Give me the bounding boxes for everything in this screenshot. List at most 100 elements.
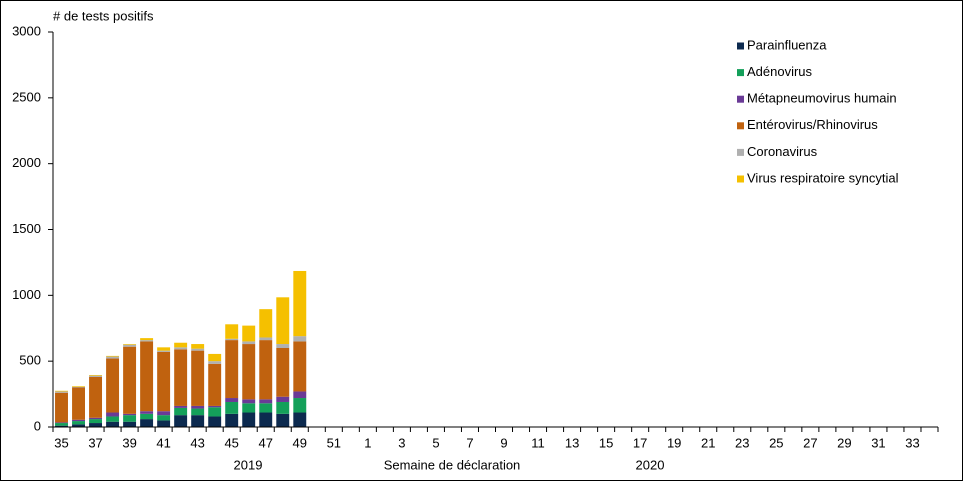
x-tick-label: 37 xyxy=(88,435,102,450)
x-tick-label: 51 xyxy=(327,435,341,450)
bar-segment xyxy=(140,411,154,414)
legend-label: Coronavirus xyxy=(747,144,818,159)
bar-segment xyxy=(140,338,154,341)
bar-segment xyxy=(225,324,239,339)
bar-segment xyxy=(157,350,171,352)
x-tick-label: 27 xyxy=(803,435,817,450)
bar-segment xyxy=(276,348,290,397)
x-tick-label: 15 xyxy=(599,435,613,450)
bar-segment xyxy=(259,399,273,404)
bar-segment xyxy=(242,399,256,404)
bar-segment xyxy=(106,356,120,359)
bar-segment xyxy=(55,390,68,392)
bar-segment xyxy=(72,419,85,422)
bar-segment xyxy=(72,424,85,427)
bar-segment xyxy=(72,387,85,420)
legend-swatch xyxy=(737,122,744,130)
bar-segment xyxy=(191,344,205,349)
bar-segment xyxy=(174,405,188,408)
bar-segment xyxy=(225,401,239,414)
x-tick-label: 41 xyxy=(156,435,170,450)
bar-segment xyxy=(123,413,137,416)
y-axis-label: # de tests positifs xyxy=(53,8,154,23)
x-tick-label: 33 xyxy=(905,435,919,450)
bar-segment xyxy=(208,405,222,408)
bar-segment xyxy=(123,344,137,345)
legend-label: Adénovirus xyxy=(747,64,813,79)
bar-segment xyxy=(140,419,154,427)
x-tick-label: 19 xyxy=(667,435,681,450)
x-tick-label: 31 xyxy=(871,435,885,450)
bar-segment xyxy=(174,407,188,416)
bar-segment xyxy=(140,341,154,412)
bar-segment xyxy=(191,350,205,406)
bar-segment xyxy=(157,415,171,421)
bar-segment xyxy=(276,344,290,348)
x-tick-label: 49 xyxy=(293,435,307,450)
bar-segment xyxy=(157,411,171,416)
y-tick-label: 2000 xyxy=(12,155,41,170)
bar-segment xyxy=(106,416,120,422)
bar-segment xyxy=(293,336,307,342)
legend-label: Entérovirus/Rhinovirus xyxy=(747,117,878,132)
bar-segment xyxy=(55,425,68,427)
y-tick-label: 1500 xyxy=(12,221,41,236)
bar-segment xyxy=(55,422,68,424)
legend-swatch xyxy=(737,95,744,103)
bar-segment xyxy=(276,401,290,414)
bar-segment xyxy=(293,341,307,392)
legend-swatch xyxy=(737,42,744,50)
bar-segment xyxy=(140,413,154,420)
bar-segment xyxy=(157,420,171,427)
bar-segment xyxy=(191,408,205,416)
x-axis-label: Semaine de déclaration xyxy=(384,457,521,472)
bar-segment xyxy=(191,348,205,351)
bar-segment xyxy=(106,421,120,427)
x-tick-label: 35 xyxy=(54,435,68,450)
bar-segment xyxy=(259,412,273,427)
x-tick-label: 17 xyxy=(633,435,647,450)
bar-segment xyxy=(208,363,222,406)
bar-segment xyxy=(225,338,239,341)
bar-segment xyxy=(55,392,68,423)
bar-segment xyxy=(157,347,171,351)
bar-segment xyxy=(123,415,137,422)
bar-segment xyxy=(293,391,307,399)
x-tick-label: 3 xyxy=(398,435,405,450)
x-tick-label: 11 xyxy=(531,435,545,450)
bar-segment xyxy=(259,309,273,338)
bar-segment xyxy=(89,375,103,377)
bar-segment xyxy=(208,407,222,417)
bar-segment xyxy=(89,419,103,424)
bar-segment xyxy=(293,398,307,413)
bar-segment xyxy=(174,347,188,350)
year-label: 2020 xyxy=(636,457,665,472)
legend-label: Métapneumovirus humain xyxy=(747,91,897,106)
bar-segment xyxy=(174,342,188,348)
x-tick-label: 9 xyxy=(500,435,507,450)
bar-segment xyxy=(259,403,273,413)
bar-segment xyxy=(55,391,68,393)
bar-segment xyxy=(276,413,290,427)
x-tick-label: 21 xyxy=(701,435,715,450)
legend-label: Virus respiratoire syncytial xyxy=(747,170,899,185)
x-tick-label: 5 xyxy=(432,435,439,450)
bar-segment xyxy=(174,415,188,427)
bar-segment xyxy=(106,358,120,413)
bar-segment xyxy=(259,340,273,400)
y-tick-label: 0 xyxy=(34,418,41,433)
legend-swatch xyxy=(737,148,744,156)
x-tick-label: 1 xyxy=(364,435,371,450)
bar-segment xyxy=(191,405,205,409)
bar-segment xyxy=(242,344,256,400)
bar-segment xyxy=(89,374,103,376)
bar-segment xyxy=(106,355,120,357)
bar-segment xyxy=(259,337,273,341)
bar-segment xyxy=(174,349,188,406)
x-tick-label: 7 xyxy=(466,435,473,450)
x-tick-label: 43 xyxy=(190,435,204,450)
y-tick-label: 1000 xyxy=(12,287,41,302)
x-tick-label: 47 xyxy=(259,435,273,450)
legend-label: Parainfluenza xyxy=(747,37,827,52)
